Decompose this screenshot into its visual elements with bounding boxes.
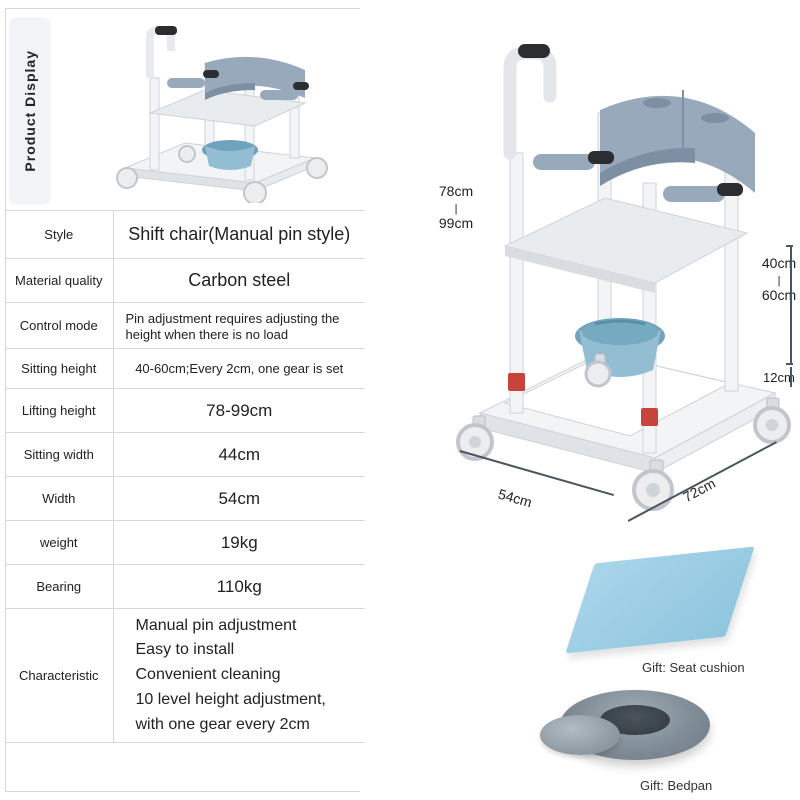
- dim-seat-height: 40cm | 60cm: [758, 255, 800, 303]
- spec-label: Bearing: [5, 565, 113, 609]
- spec-value: Carbon steel: [113, 259, 365, 303]
- spec-value: Shift chair(Manual pin style): [113, 211, 365, 259]
- spec-label: Lifting height: [5, 389, 113, 433]
- table-row: Width54cm: [5, 477, 365, 521]
- spec-table: StyleShift chair(Manual pin style)Materi…: [5, 210, 365, 743]
- gift-cushion-label: Gift: Seat cushion: [642, 660, 745, 675]
- spec-label: Sitting height: [5, 349, 113, 389]
- dim-line: [790, 367, 792, 387]
- spec-value: Manual pin adjustmentEasy to installConv…: [113, 609, 365, 743]
- product-hero: [395, 18, 800, 518]
- spec-value: 78-99cm: [113, 389, 365, 433]
- page-border: [5, 8, 360, 9]
- spec-value: 54cm: [113, 477, 365, 521]
- spec-label: Width: [5, 477, 113, 521]
- gift-cushion-image: [565, 547, 754, 654]
- table-row: StyleShift chair(Manual pin style): [5, 211, 365, 259]
- table-row: Sitting height40-60cm;Every 2cm, one gea…: [5, 349, 365, 389]
- page-title: Product Display: [22, 50, 38, 172]
- table-row: Control modePin adjustment requires adju…: [5, 303, 365, 349]
- table-row: Sitting width44cm: [5, 433, 365, 477]
- page-title-card: Product Display: [10, 18, 50, 203]
- spec-label: weight: [5, 521, 113, 565]
- spec-value: 110kg: [113, 565, 365, 609]
- gift-bedpan-image: [540, 685, 720, 785]
- table-row: Lifting height78-99cm: [5, 389, 365, 433]
- spec-value: Pin adjustment requires adjusting the he…: [113, 303, 365, 349]
- spec-label: Characteristic: [5, 609, 113, 743]
- spec-label: Style: [5, 211, 113, 259]
- table-row: Bearing110kg: [5, 565, 365, 609]
- spec-value: 44cm: [113, 433, 365, 477]
- gift-bedpan-label: Gift: Bedpan: [640, 778, 712, 793]
- product-thumbnail: [55, 18, 355, 203]
- dim-line: [790, 245, 792, 365]
- spec-label: Control mode: [5, 303, 113, 349]
- spec-label: Material quality: [5, 259, 113, 303]
- spec-label: Sitting width: [5, 433, 113, 477]
- table-row: weight19kg: [5, 521, 365, 565]
- spec-value: 19kg: [113, 521, 365, 565]
- dim-handle-height: 78cm | 99cm: [432, 183, 480, 231]
- spec-value: 40-60cm;Every 2cm, one gear is set: [113, 349, 365, 389]
- page-border: [5, 791, 360, 792]
- table-row: Material qualityCarbon steel: [5, 259, 365, 303]
- table-row: CharacteristicManual pin adjustmentEasy …: [5, 609, 365, 743]
